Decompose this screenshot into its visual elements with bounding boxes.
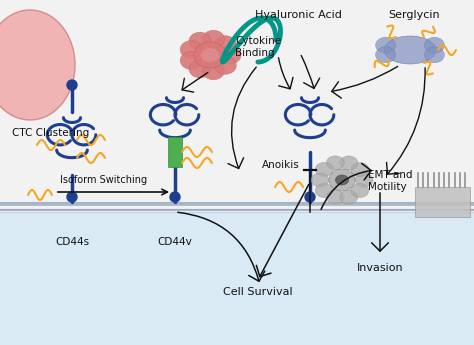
Ellipse shape [326,156,344,170]
Ellipse shape [424,37,445,53]
Ellipse shape [202,62,225,80]
Text: Invasion: Invasion [357,263,403,273]
Ellipse shape [315,162,333,176]
Ellipse shape [202,30,225,48]
Ellipse shape [214,36,237,54]
Ellipse shape [189,32,211,50]
Text: CD44s: CD44s [55,237,89,247]
Circle shape [170,192,180,202]
Ellipse shape [340,156,358,170]
Text: Cytokine
Binding: Cytokine Binding [235,36,281,58]
Ellipse shape [424,47,445,63]
Text: CTC Clustering: CTC Clustering [12,128,89,138]
Ellipse shape [336,175,348,185]
Ellipse shape [340,190,358,204]
Ellipse shape [189,60,211,78]
Text: Anoikis: Anoikis [262,160,300,170]
Bar [168,137,182,167]
Ellipse shape [355,173,373,187]
Ellipse shape [375,37,396,53]
Ellipse shape [219,46,241,64]
Text: Hyaluronic Acid: Hyaluronic Acid [255,10,342,20]
Ellipse shape [214,56,237,74]
Circle shape [67,192,77,202]
Ellipse shape [315,184,333,198]
Ellipse shape [311,173,329,187]
Ellipse shape [180,40,202,59]
Circle shape [305,192,315,202]
Ellipse shape [384,36,436,64]
Ellipse shape [180,51,202,69]
Text: EMT and
Motility: EMT and Motility [368,170,412,191]
Ellipse shape [326,190,344,204]
Text: Serglycin: Serglycin [388,10,439,20]
Ellipse shape [351,162,369,176]
Ellipse shape [351,184,369,198]
Ellipse shape [0,10,75,120]
Text: CD44v: CD44v [158,237,192,247]
Ellipse shape [375,47,396,63]
Circle shape [67,80,77,90]
Bar [415,187,470,217]
Ellipse shape [194,42,226,68]
Ellipse shape [329,169,355,191]
Text: Cell Survival: Cell Survival [223,287,293,297]
Text: Isoform Switching: Isoform Switching [60,175,147,185]
